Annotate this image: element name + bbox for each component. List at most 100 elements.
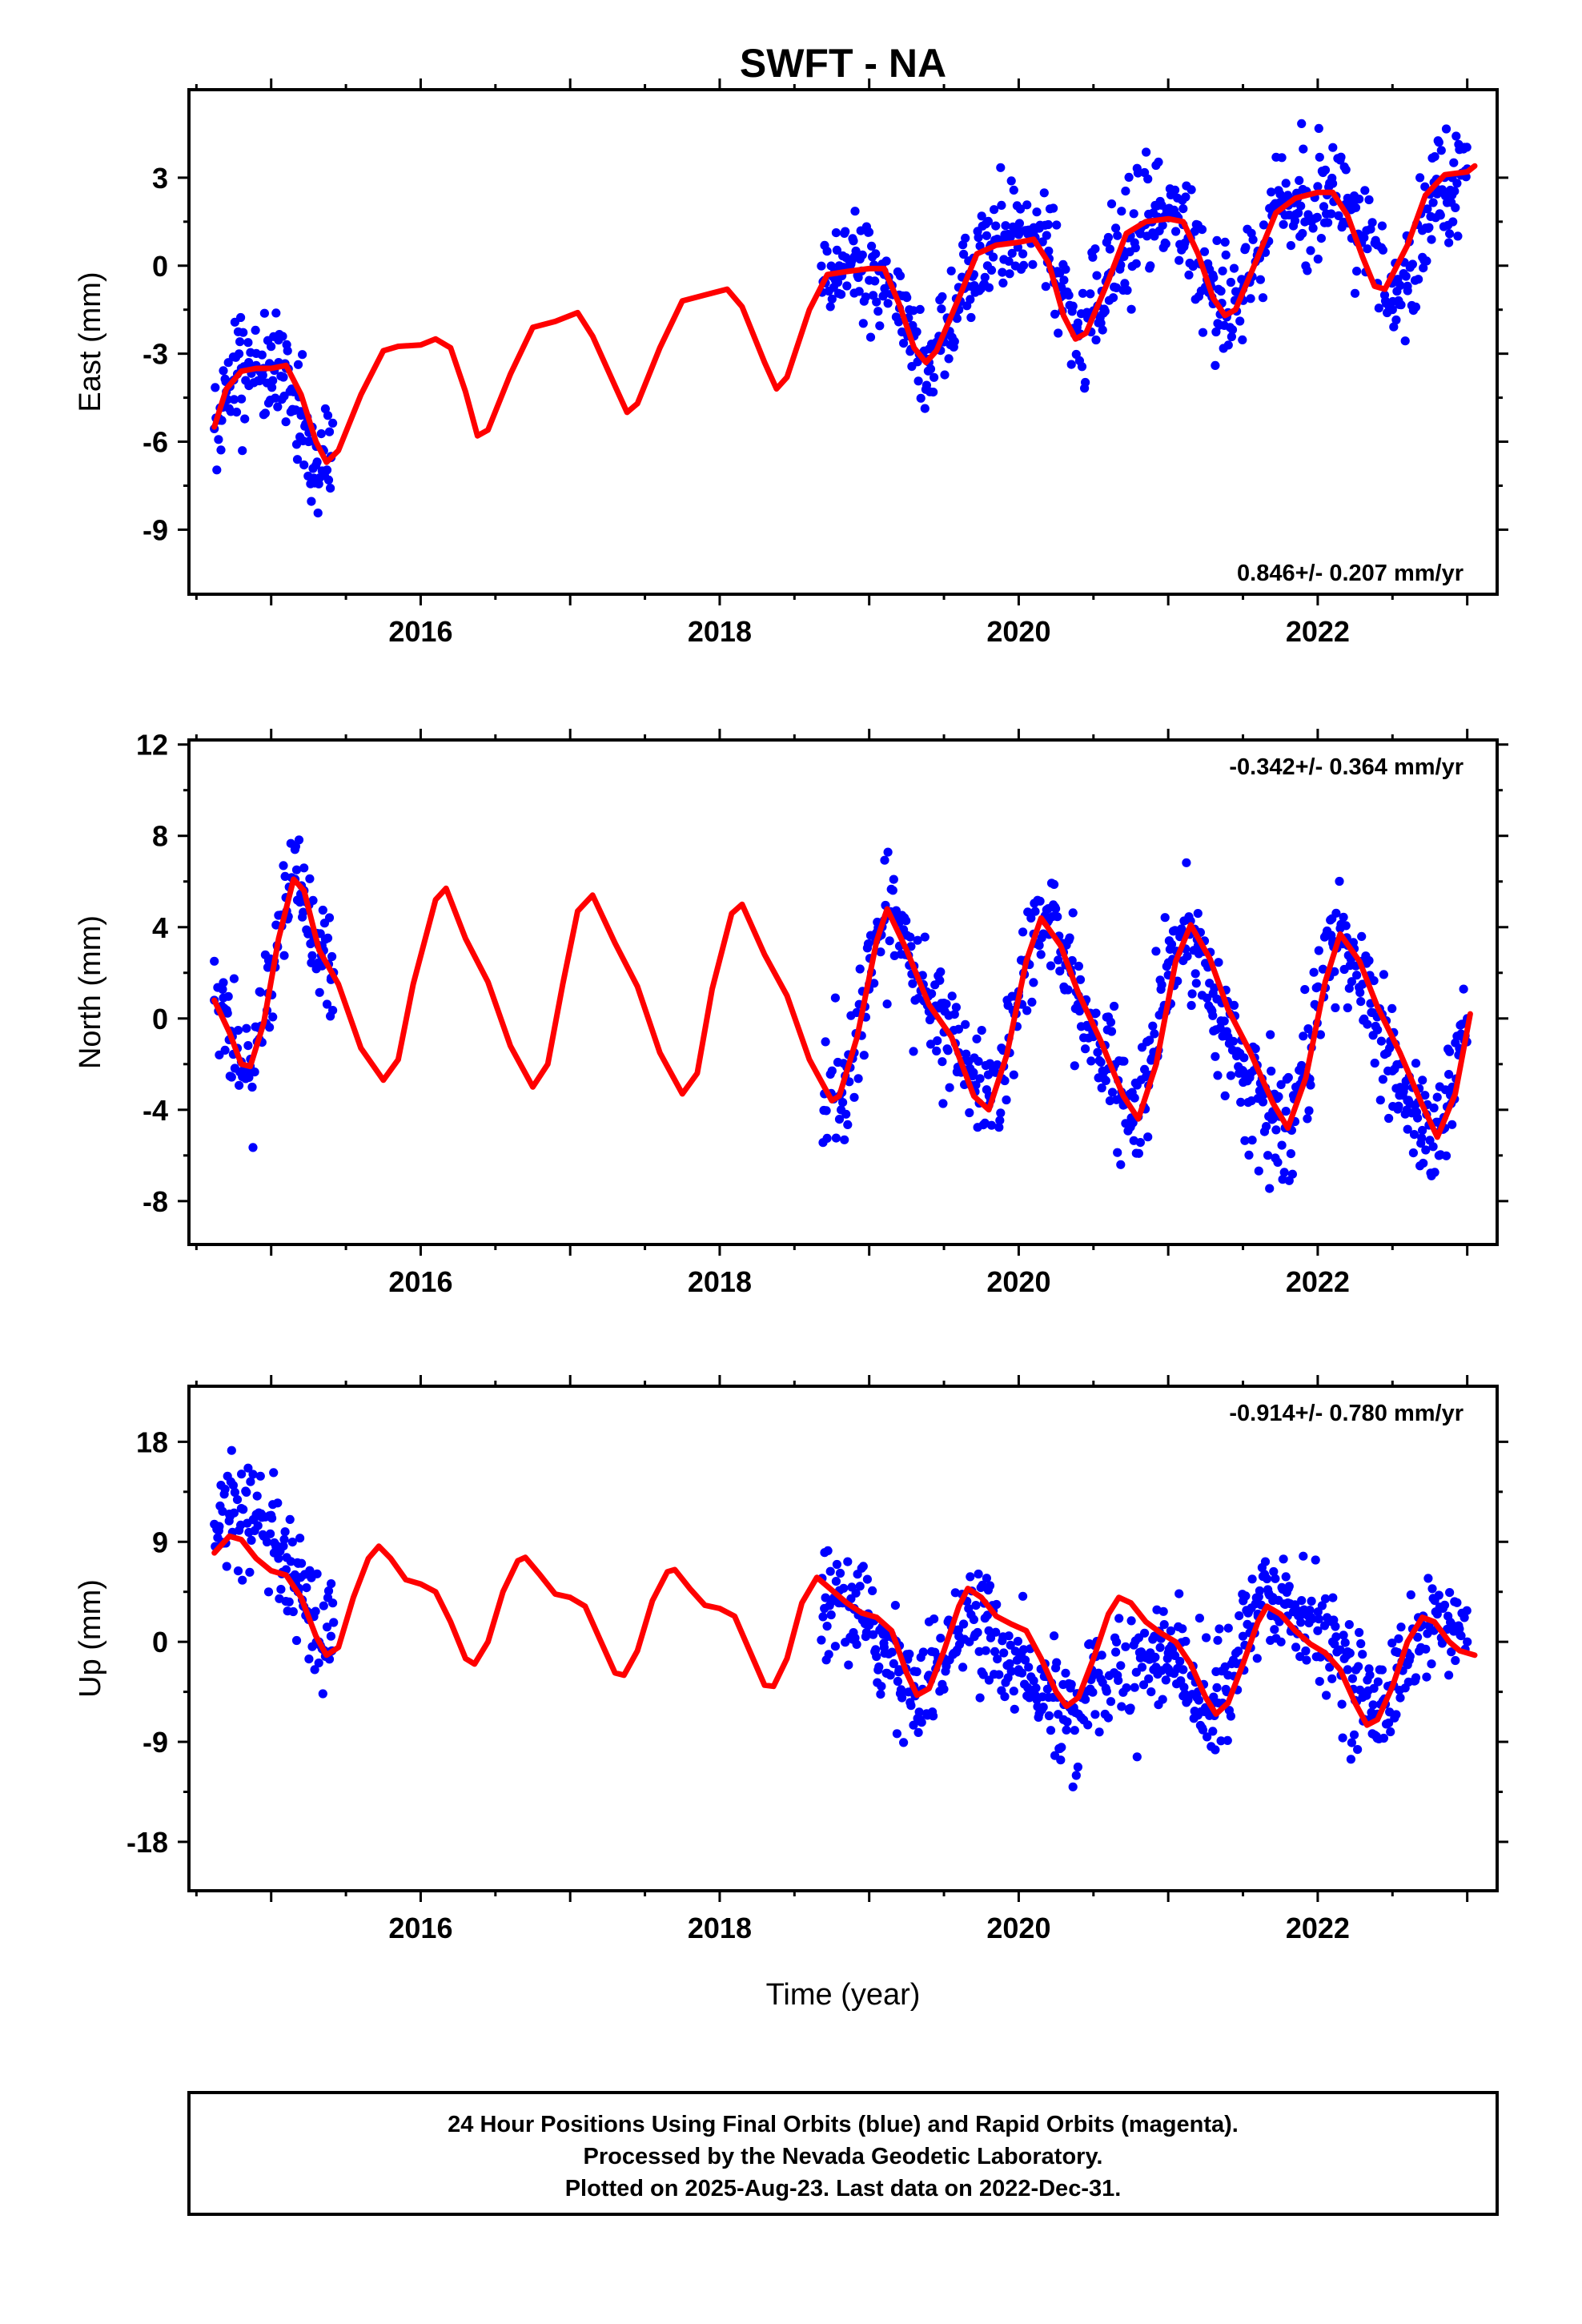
data-point [1054,955,1063,965]
data-point [1073,1762,1082,1772]
data-point [227,1445,236,1455]
north-panel: -8 -4 0 4 8 12 2016 2018 2020 2022 North (mm) -0.34… [74,729,1508,1298]
data-point [1450,187,1460,196]
data-point [318,905,327,915]
rate-annotation: -0.342+/- 0.364 mm/yr [1229,754,1464,780]
data-point [1175,1656,1185,1667]
data-point [1117,207,1126,216]
data-point [1029,1676,1038,1686]
data-point [1154,157,1163,167]
data-point [1331,908,1341,918]
data-point [1430,152,1439,162]
data-point [834,261,844,271]
data-point [1286,1149,1295,1159]
data-point [1238,1066,1248,1076]
data-point [908,979,917,988]
data-point [852,1639,861,1649]
data-point [1420,182,1430,191]
data-point [1355,1685,1365,1695]
data-point [930,1614,939,1624]
data-point [966,1572,975,1582]
data-point [1039,188,1049,198]
data-point [1113,231,1122,240]
data-point [975,1693,985,1703]
data-point [1328,143,1338,152]
data-point [983,216,993,226]
data-point [311,1606,320,1616]
data-point [1108,293,1118,303]
data-point [319,1601,328,1610]
chart-title: SWFT - NA [740,41,946,86]
data-point [299,907,308,917]
data-point [1073,318,1082,328]
y-tick-label: 18 [136,1425,168,1458]
data-point [1320,1594,1331,1603]
data-point [936,967,946,977]
data-point [913,935,922,945]
data-point [295,1534,305,1543]
data-point [1021,1655,1030,1665]
data-point [1299,144,1308,154]
data-point [315,987,324,997]
data-point [1299,1551,1308,1561]
data-point [982,231,991,240]
data-point [1004,1631,1014,1641]
data-point [1212,1683,1222,1692]
data-point [311,460,321,470]
data-point [1137,1663,1147,1672]
data-point [291,1635,302,1646]
data-point [1081,1044,1090,1054]
data-point [881,256,891,266]
data-point [1423,1574,1433,1583]
data-point [257,350,267,360]
data-point [830,1642,840,1651]
data-point [1409,1130,1419,1140]
data-point [1313,254,1323,264]
data-point [1002,1095,1011,1105]
data-point [1018,249,1028,259]
data-point [1343,1003,1352,1013]
footer-frame [187,2091,1499,2216]
data-point [950,336,959,346]
data-point [1355,987,1365,997]
data-point [242,1023,251,1033]
data-point [1062,1725,1071,1735]
data-point [1347,977,1356,987]
data-point [1331,1003,1340,1012]
data-point [817,1635,826,1645]
data-point [1445,1588,1455,1598]
data-point [938,1057,947,1067]
data-point [1318,964,1327,974]
data-point [1255,275,1265,284]
data-point [1100,307,1110,316]
data-point [1376,1036,1386,1046]
data-point [1419,263,1428,273]
y-tick-label: -9 [143,1726,168,1759]
data-point [307,951,317,960]
data-point [1160,913,1170,923]
data-point [1013,1636,1022,1647]
data-point [303,436,313,447]
data-point [219,978,228,987]
data-point [861,292,870,302]
data-point [1432,1609,1442,1619]
data-point [1005,269,1014,279]
data-point [1387,305,1397,315]
data-point [1219,1016,1229,1026]
data-point [1374,304,1383,313]
data-point [302,1583,311,1593]
data-point [259,1531,268,1541]
data-point [843,1120,853,1129]
data-point [1029,978,1038,987]
data-point [1042,231,1051,240]
data-point [1429,1103,1439,1113]
data-point [974,1569,983,1579]
data-point [1010,1704,1019,1714]
data-point [1384,1113,1394,1124]
data-point [1347,1674,1357,1683]
data-point [1052,1658,1062,1667]
data-point [1314,1614,1323,1624]
data-point [872,297,881,307]
data-point [1105,244,1114,254]
data-point [1106,1697,1116,1707]
